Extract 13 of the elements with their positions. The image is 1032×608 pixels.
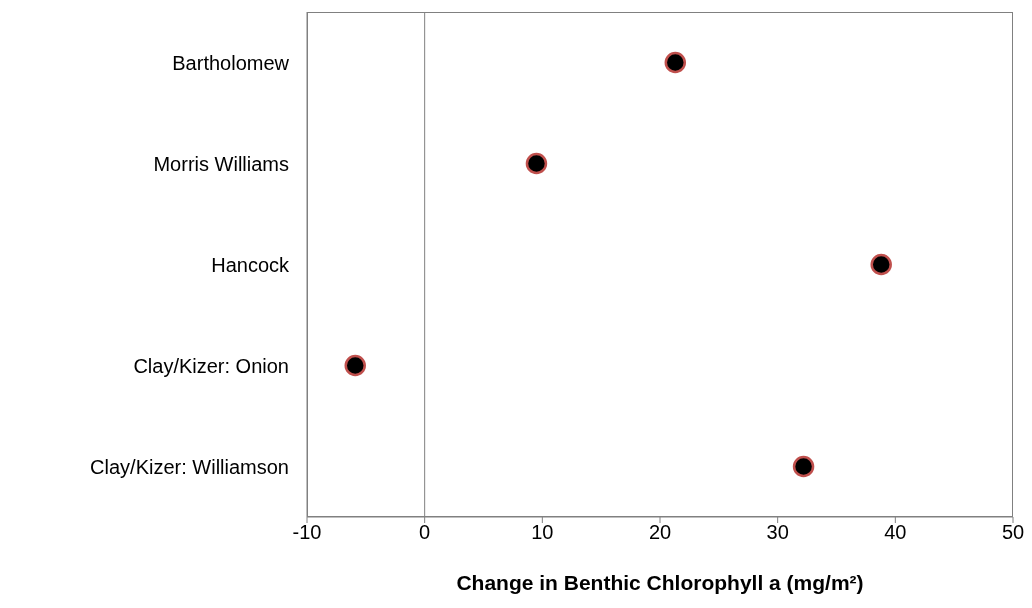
x-tick-label: -10 [292, 521, 322, 544]
y-tick-label: Clay/Kizer: Onion [133, 354, 289, 377]
x-axis-title: Change in Benthic Chlorophyll a (mg/m²) [456, 571, 864, 594]
x-tick-label: 40 [884, 521, 907, 544]
x-tick-label: 0 [419, 521, 431, 544]
x-tick-label: 20 [648, 521, 672, 544]
y-tick-label: Bartholomew [172, 51, 290, 74]
x-tick-label: 10 [531, 521, 554, 544]
y-tick-label: Clay/Kizer: Williamson [90, 455, 289, 478]
x-tick-label: 50 [1001, 521, 1025, 544]
y-tick-label: Morris Williams [153, 152, 289, 175]
y-tick-label: Hancock [211, 253, 290, 276]
x-tick-label: 30 [766, 521, 789, 544]
